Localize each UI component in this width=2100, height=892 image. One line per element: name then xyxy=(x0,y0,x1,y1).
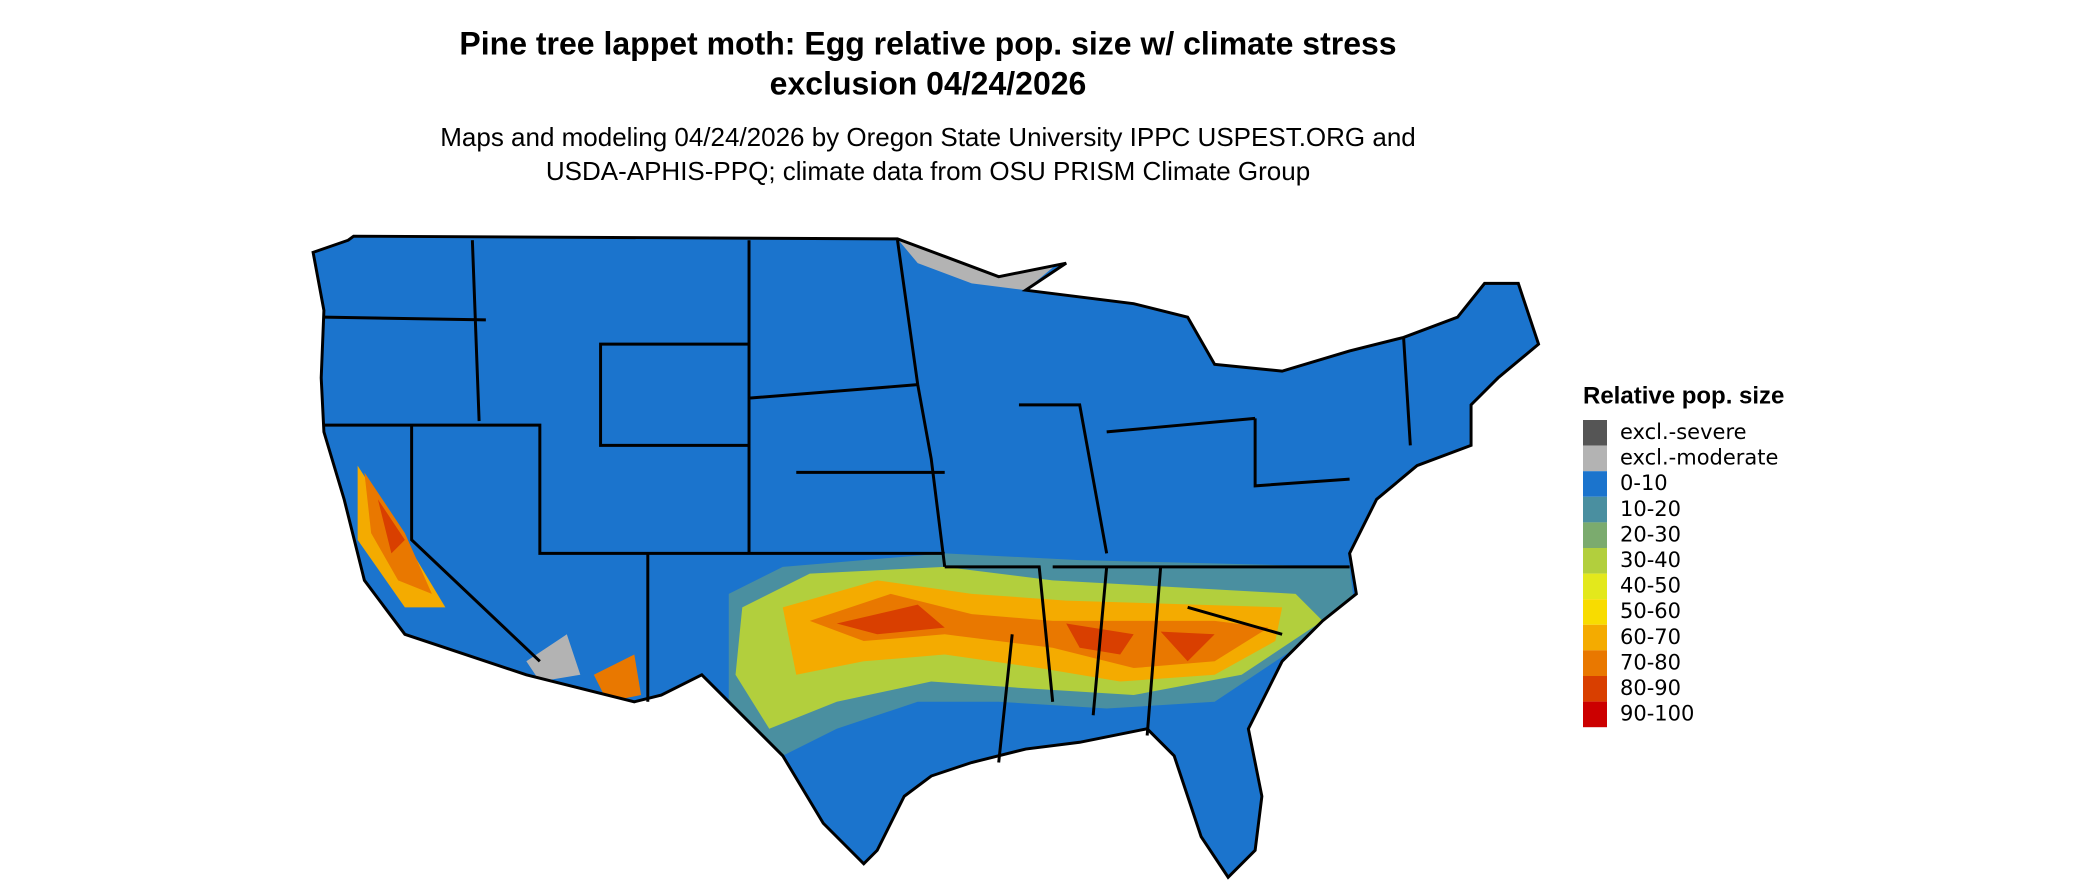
legend-label: 0-10 xyxy=(1620,471,1668,495)
legend-swatch xyxy=(1583,548,1607,574)
legend-swatch xyxy=(1583,471,1607,497)
legend-label: excl.-severe xyxy=(1620,420,1747,444)
legend-swatch xyxy=(1583,420,1607,446)
legend-label: 40-50 xyxy=(1620,574,1681,598)
legend-label: 10-20 xyxy=(1620,497,1681,521)
legend: excl.-severeexcl.-moderate0-1010-2020-30… xyxy=(1583,420,1778,728)
subtitle-line: Maps and modeling 04/24/2026 by Oregon S… xyxy=(440,122,1416,152)
legend-label: 60-70 xyxy=(1620,625,1681,649)
legend-swatch xyxy=(1583,522,1607,548)
map-region xyxy=(526,238,1067,682)
map xyxy=(311,234,1541,880)
country-outline xyxy=(311,234,1541,880)
legend-swatch xyxy=(1583,624,1607,651)
legend-label: 50-60 xyxy=(1620,599,1681,623)
legend-label: 30-40 xyxy=(1620,548,1681,572)
legend-swatch xyxy=(1583,573,1607,600)
legend-swatch xyxy=(1583,676,1607,702)
legend-swatch xyxy=(1583,599,1607,625)
title-line: Pine tree lappet moth: Egg relative pop.… xyxy=(459,25,1396,61)
legend-label: excl.-moderate xyxy=(1620,446,1778,470)
legend-swatch xyxy=(1583,496,1607,523)
legend-label: 70-80 xyxy=(1620,650,1681,674)
legend-swatch xyxy=(1583,650,1607,676)
title-line: exclusion 04/24/2026 xyxy=(770,65,1087,101)
legend-label: 90-100 xyxy=(1620,702,1694,726)
map-region xyxy=(364,472,1269,702)
legend-label: 80-90 xyxy=(1620,676,1681,700)
legend-title: Relative pop. size xyxy=(1583,382,1784,409)
legend-label: 20-30 xyxy=(1620,522,1681,546)
legend-swatch xyxy=(1583,445,1607,472)
subtitle-line: USDA-APHIS-PPQ; climate data from OSU PR… xyxy=(546,156,1310,186)
legend-swatch xyxy=(1583,701,1607,728)
